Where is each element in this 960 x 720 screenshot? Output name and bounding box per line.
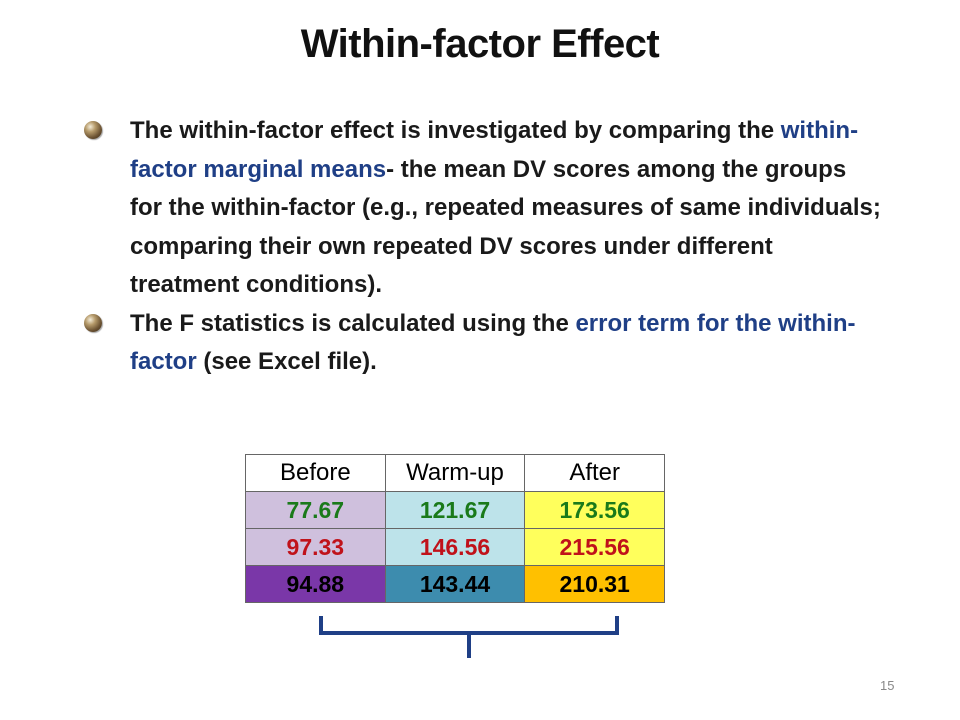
table-row: 94.88 143.44 210.31 <box>245 565 665 603</box>
table-header-row: Before Warm-up After <box>245 454 665 492</box>
bullet-item: The F statistics is calculated using the… <box>84 305 884 382</box>
bullet-text-post: - the mean DV scores among the groups fo… <box>130 155 881 299</box>
column-header: Warm-up <box>384 454 526 492</box>
table-cell: 121.67 <box>384 491 526 529</box>
table-row: 97.33 146.56 215.56 <box>245 528 665 566</box>
bullet-text-pre: The within-factor effect is investigated… <box>130 117 781 144</box>
table-cell: 97.33 <box>245 528 386 566</box>
bullet-highlight: error term for the within-factor <box>130 309 856 376</box>
bullet-highlight: within-factor marginal means <box>130 117 859 183</box>
bullet-text-post: (see Excel file). <box>196 348 377 375</box>
column-header: After <box>524 454 665 492</box>
bullet-text-pre: The F statistics is calculated using the <box>130 309 576 337</box>
page-number: 15 <box>880 678 895 693</box>
table-cell: 146.56 <box>384 528 526 566</box>
table-cell: 215.56 <box>524 528 665 566</box>
bullet-list: The within-factor effect is investigated… <box>84 112 884 382</box>
means-table: Before Warm-up After 77.67 121.67 173.56… <box>245 454 665 603</box>
bullet-ball-icon <box>84 121 102 139</box>
slide-title: Within-factor Effect <box>300 22 660 66</box>
table-cell: 77.67 <box>245 491 386 529</box>
table-cell: 94.88 <box>245 565 386 603</box>
bullet-item: The within-factor effect is investigated… <box>84 112 884 305</box>
column-header: Before <box>245 454 386 492</box>
table-cell: 143.44 <box>384 565 526 603</box>
table-cell: 210.31 <box>524 565 665 603</box>
bullet-ball-icon <box>84 313 102 332</box>
